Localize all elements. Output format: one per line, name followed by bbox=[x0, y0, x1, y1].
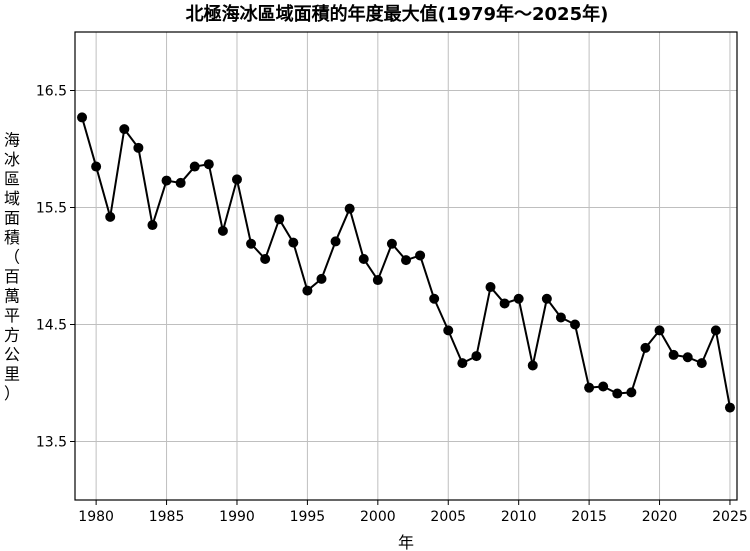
data-point bbox=[316, 273, 327, 284]
y-axis-label-char: 冰 bbox=[4, 150, 20, 169]
data-point bbox=[654, 325, 665, 336]
y-axis-label-char: 域 bbox=[4, 189, 20, 208]
y-tick-label: 14.5 bbox=[36, 318, 67, 334]
y-tick-label: 16.5 bbox=[36, 84, 67, 100]
data-point bbox=[696, 358, 707, 369]
data-point bbox=[471, 351, 482, 362]
x-tick-label: 2010 bbox=[501, 509, 537, 525]
data-point bbox=[485, 282, 496, 293]
data-point bbox=[401, 255, 411, 266]
data-point bbox=[626, 387, 637, 398]
plot-frame bbox=[74, 31, 738, 501]
y-tick-label: 15.5 bbox=[36, 201, 67, 217]
data-point bbox=[231, 174, 242, 185]
y-axis-label-char: 面 bbox=[4, 208, 20, 227]
y-axis-label-char: 海 bbox=[4, 130, 20, 149]
data-point bbox=[443, 325, 454, 336]
series-layer bbox=[77, 112, 735, 413]
x-tick-label: 1980 bbox=[78, 509, 114, 525]
x-tick-label: 2005 bbox=[430, 509, 466, 525]
y-axis-label-char: 百 bbox=[4, 267, 20, 286]
data-point bbox=[119, 124, 130, 135]
x-tick-label: 1990 bbox=[219, 509, 255, 525]
data-point bbox=[555, 312, 566, 323]
data-point bbox=[91, 161, 102, 172]
data-point bbox=[330, 236, 341, 247]
data-point bbox=[189, 161, 200, 172]
data-point bbox=[457, 358, 468, 369]
ticks-layer: 1980 1985 1990 1995 2000 2005 2010 2015 2020 2025… bbox=[36, 84, 748, 526]
y-tick-label: 13.5 bbox=[36, 435, 67, 451]
data-point bbox=[513, 293, 524, 304]
data-point bbox=[386, 238, 397, 249]
data-point bbox=[77, 112, 88, 123]
data-point bbox=[161, 175, 172, 186]
y-axis-label-char: （ bbox=[4, 247, 20, 266]
data-point bbox=[710, 325, 721, 336]
data-point bbox=[344, 203, 355, 214]
data-point bbox=[358, 253, 369, 264]
data-point bbox=[612, 388, 623, 399]
data-point bbox=[429, 293, 440, 304]
gridlines bbox=[75, 32, 737, 500]
x-tick-label: 2015 bbox=[571, 509, 607, 525]
data-point bbox=[584, 382, 595, 393]
y-axis-label-char: 積 bbox=[4, 228, 20, 247]
x-tick-label: 2025 bbox=[712, 509, 748, 525]
data-point bbox=[147, 220, 158, 231]
data-point bbox=[260, 253, 271, 264]
chart-title: 北極海冰區域面積的年度最大值(1979年～2025年) bbox=[186, 3, 609, 25]
data-point bbox=[372, 275, 383, 286]
data-point bbox=[133, 142, 144, 153]
data-point bbox=[640, 342, 651, 353]
data-point bbox=[288, 237, 299, 248]
y-axis-label-char: 區 bbox=[4, 169, 20, 188]
data-point bbox=[415, 250, 426, 261]
x-tick-label: 1985 bbox=[149, 509, 185, 525]
data-point bbox=[203, 159, 214, 170]
y-axis-label-char: 里 bbox=[4, 364, 20, 383]
data-point bbox=[682, 352, 693, 363]
x-tick-label: 2020 bbox=[642, 509, 678, 525]
data-point bbox=[570, 319, 581, 330]
x-tick-label: 2000 bbox=[360, 509, 396, 525]
y-axis-label-char: 方 bbox=[4, 325, 20, 344]
data-point bbox=[105, 211, 116, 222]
y-axis-label-char: ） bbox=[4, 384, 20, 403]
x-tick-label: 1995 bbox=[290, 509, 326, 525]
y-axis-label-char: 公 bbox=[4, 345, 20, 364]
data-point bbox=[668, 349, 679, 360]
y-axis-label-char: 平 bbox=[4, 306, 20, 325]
data-point bbox=[274, 214, 285, 225]
data-point bbox=[541, 293, 552, 304]
data-point bbox=[499, 298, 510, 309]
data-point bbox=[302, 285, 313, 296]
data-point bbox=[217, 225, 228, 236]
data-point bbox=[527, 360, 538, 371]
data-point bbox=[175, 177, 186, 188]
y-axis-label-char: 萬 bbox=[4, 286, 20, 305]
data-point bbox=[246, 238, 257, 249]
data-point bbox=[598, 381, 609, 392]
data-point bbox=[724, 402, 735, 413]
x-axis-label: 年 bbox=[398, 533, 414, 551]
